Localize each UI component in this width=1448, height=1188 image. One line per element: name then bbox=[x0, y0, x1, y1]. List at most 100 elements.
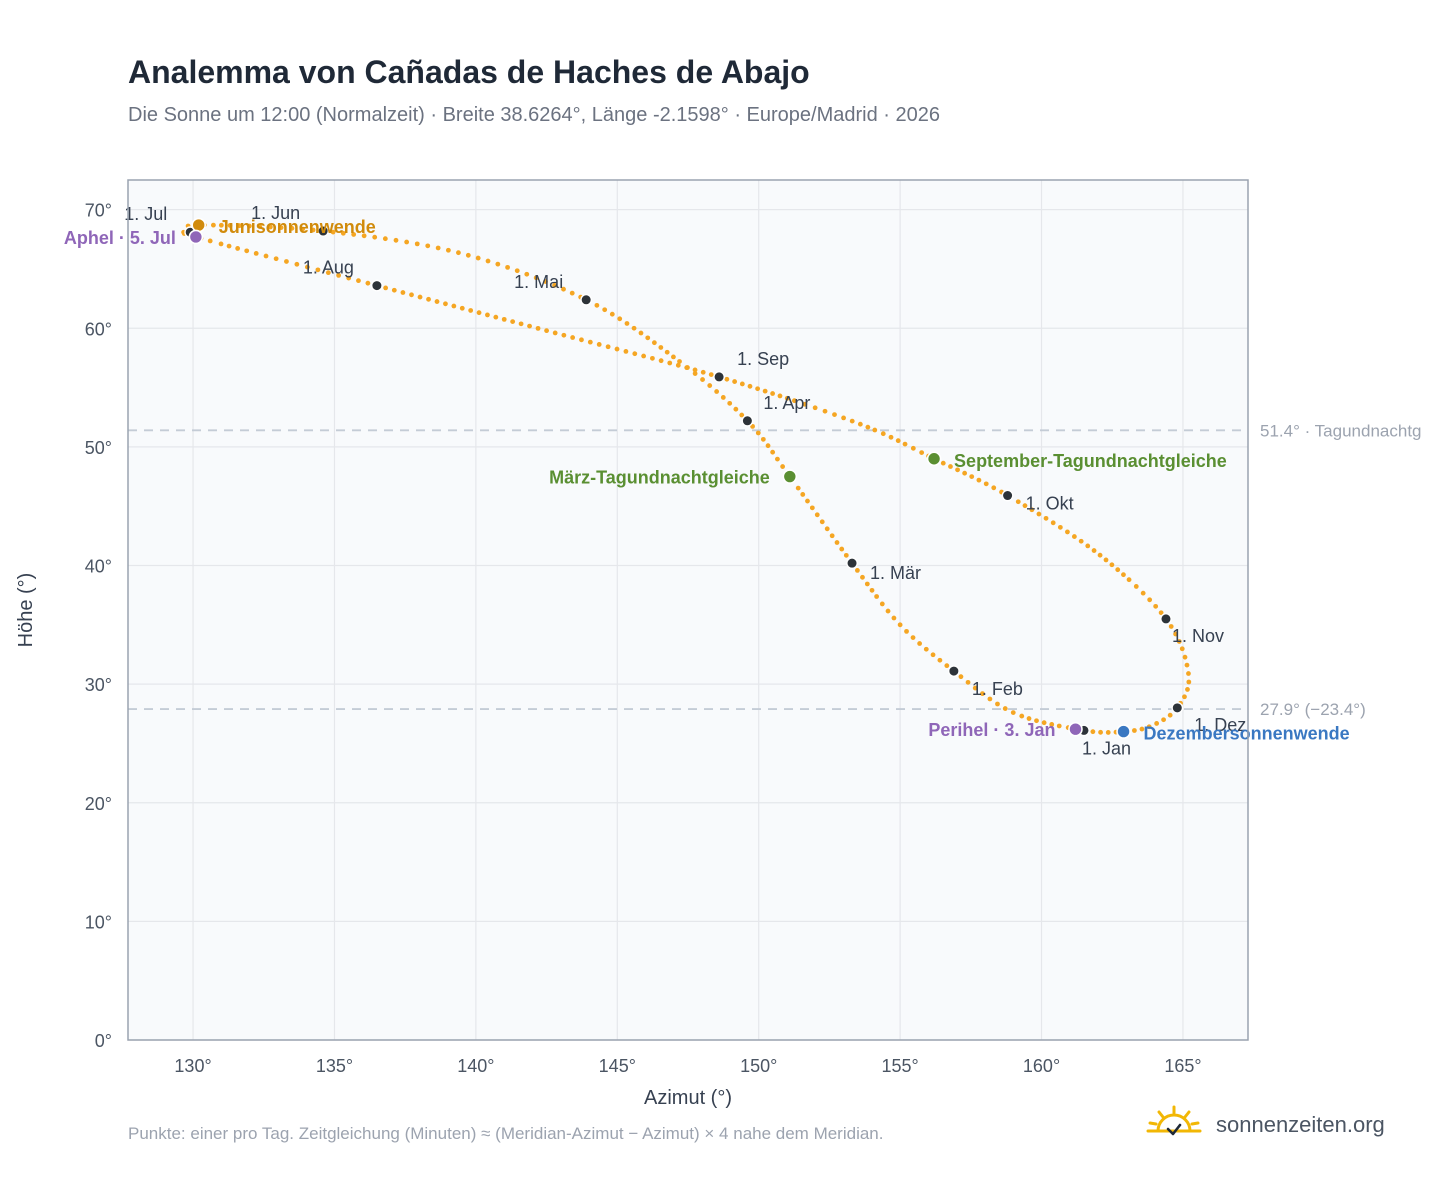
curve-point bbox=[505, 264, 510, 270]
curve-point bbox=[237, 223, 242, 229]
curve-point bbox=[891, 615, 897, 621]
curve-point bbox=[641, 353, 647, 359]
curve-point bbox=[485, 258, 491, 264]
brand-logo[interactable]: sonnenzeiten.org bbox=[1146, 1104, 1406, 1144]
event-marker bbox=[1116, 724, 1131, 739]
curve-point bbox=[493, 314, 499, 320]
curve-point bbox=[832, 412, 837, 418]
event-marker bbox=[1068, 721, 1083, 737]
curve-point bbox=[1071, 534, 1077, 539]
curve-point bbox=[707, 383, 713, 388]
month-marker bbox=[741, 414, 754, 427]
curve-point bbox=[651, 340, 657, 346]
month-markers: 1. Jan 1. Feb 1. Mär 1. Apr 1. Mai 1. Jun 1. J… bbox=[124, 203, 1246, 758]
curve-point bbox=[895, 438, 901, 444]
y-tick-label: 30° bbox=[85, 675, 112, 695]
y-tick-label: 70° bbox=[85, 201, 112, 221]
curve-point bbox=[1041, 720, 1047, 726]
curve-point bbox=[361, 233, 367, 239]
month-marker-label: 1. Okt bbox=[1026, 494, 1074, 514]
curve-point bbox=[700, 377, 705, 382]
curve-point bbox=[1146, 724, 1152, 730]
curve-point bbox=[664, 349, 670, 355]
curve-point bbox=[872, 427, 878, 433]
curve-point bbox=[1115, 567, 1121, 573]
curve-point bbox=[1015, 499, 1021, 505]
event-markers: Junisonnenwende Dezembersonnenwende März-T… bbox=[64, 217, 1350, 744]
curve-point bbox=[937, 657, 943, 663]
curve-point bbox=[1078, 538, 1084, 544]
curve-point bbox=[605, 344, 611, 350]
curve-point bbox=[1133, 584, 1139, 589]
reference-lines: 51.4° · Tagundnachtg 27.9° (−23.4°) bbox=[128, 421, 1422, 719]
curve-point bbox=[1002, 706, 1008, 711]
curve-point bbox=[747, 383, 753, 389]
y-tick-label: 20° bbox=[85, 794, 112, 814]
event-marker bbox=[191, 217, 207, 233]
curve-point bbox=[770, 449, 776, 455]
curve-point bbox=[623, 348, 629, 354]
curve-point bbox=[955, 467, 960, 473]
curve-point bbox=[434, 299, 440, 304]
curve-point bbox=[879, 601, 885, 607]
curve-point bbox=[459, 305, 465, 311]
curve-point bbox=[1179, 646, 1185, 652]
curve-point bbox=[346, 275, 352, 281]
x-tick-label: 135° bbox=[316, 1056, 353, 1076]
x-tick-label: 155° bbox=[882, 1056, 919, 1076]
month-marker-label: 1. Jan bbox=[1082, 738, 1131, 758]
curve-point bbox=[1029, 507, 1035, 513]
curve-point bbox=[1140, 590, 1146, 596]
reference-line-label: 27.9° (−23.4°) bbox=[1260, 700, 1366, 719]
curve-point bbox=[246, 223, 252, 229]
analemma-curve bbox=[181, 222, 1192, 735]
curve-point bbox=[304, 264, 310, 270]
month-marker-label: 1. Apr bbox=[763, 393, 810, 413]
month-marker bbox=[317, 225, 330, 237]
chart-subtitle: Die Sonne um 12:00 (Normalzeit) · Breite… bbox=[128, 104, 941, 126]
month-marker-label: 1. Aug bbox=[303, 258, 354, 278]
curve-point bbox=[692, 371, 698, 376]
curve-point bbox=[700, 369, 706, 375]
x-tick-label: 160° bbox=[1023, 1056, 1060, 1076]
curve-point bbox=[207, 238, 213, 244]
curve-point bbox=[795, 485, 801, 491]
curve-point bbox=[814, 512, 820, 518]
curve-point bbox=[1097, 552, 1103, 558]
curve-point bbox=[456, 250, 461, 256]
curve-point bbox=[218, 222, 224, 228]
curve-point bbox=[495, 261, 501, 267]
curve-point bbox=[930, 652, 936, 658]
curve-point bbox=[976, 477, 982, 483]
curve-point bbox=[1049, 722, 1055, 727]
curve-point bbox=[300, 226, 306, 232]
curve-point bbox=[944, 663, 950, 669]
curve-point bbox=[780, 464, 786, 469]
curve-point bbox=[1056, 723, 1062, 729]
event-marker bbox=[782, 469, 798, 484]
curve-point bbox=[888, 434, 894, 440]
month-marker-label: 1. Feb bbox=[972, 679, 1023, 699]
curve-point bbox=[445, 247, 451, 253]
curve-point bbox=[1153, 603, 1159, 609]
curve-point bbox=[739, 412, 745, 418]
curve-point bbox=[310, 227, 316, 233]
curve-point bbox=[829, 533, 835, 539]
curve-point bbox=[561, 332, 567, 338]
curve-point bbox=[720, 395, 726, 400]
curve-point bbox=[684, 365, 690, 371]
curve-point bbox=[614, 346, 620, 352]
event-marker bbox=[926, 451, 942, 467]
curve-point bbox=[860, 574, 865, 580]
curve-point bbox=[218, 241, 224, 247]
curve-point bbox=[1010, 710, 1016, 716]
curve-point bbox=[692, 367, 698, 373]
curve-point bbox=[1182, 654, 1188, 660]
month-marker bbox=[580, 293, 593, 306]
curve-point bbox=[857, 421, 863, 427]
curve-point bbox=[1158, 610, 1164, 616]
curve-point bbox=[995, 701, 1000, 707]
curve-point bbox=[602, 307, 608, 313]
curve-point bbox=[594, 302, 600, 308]
